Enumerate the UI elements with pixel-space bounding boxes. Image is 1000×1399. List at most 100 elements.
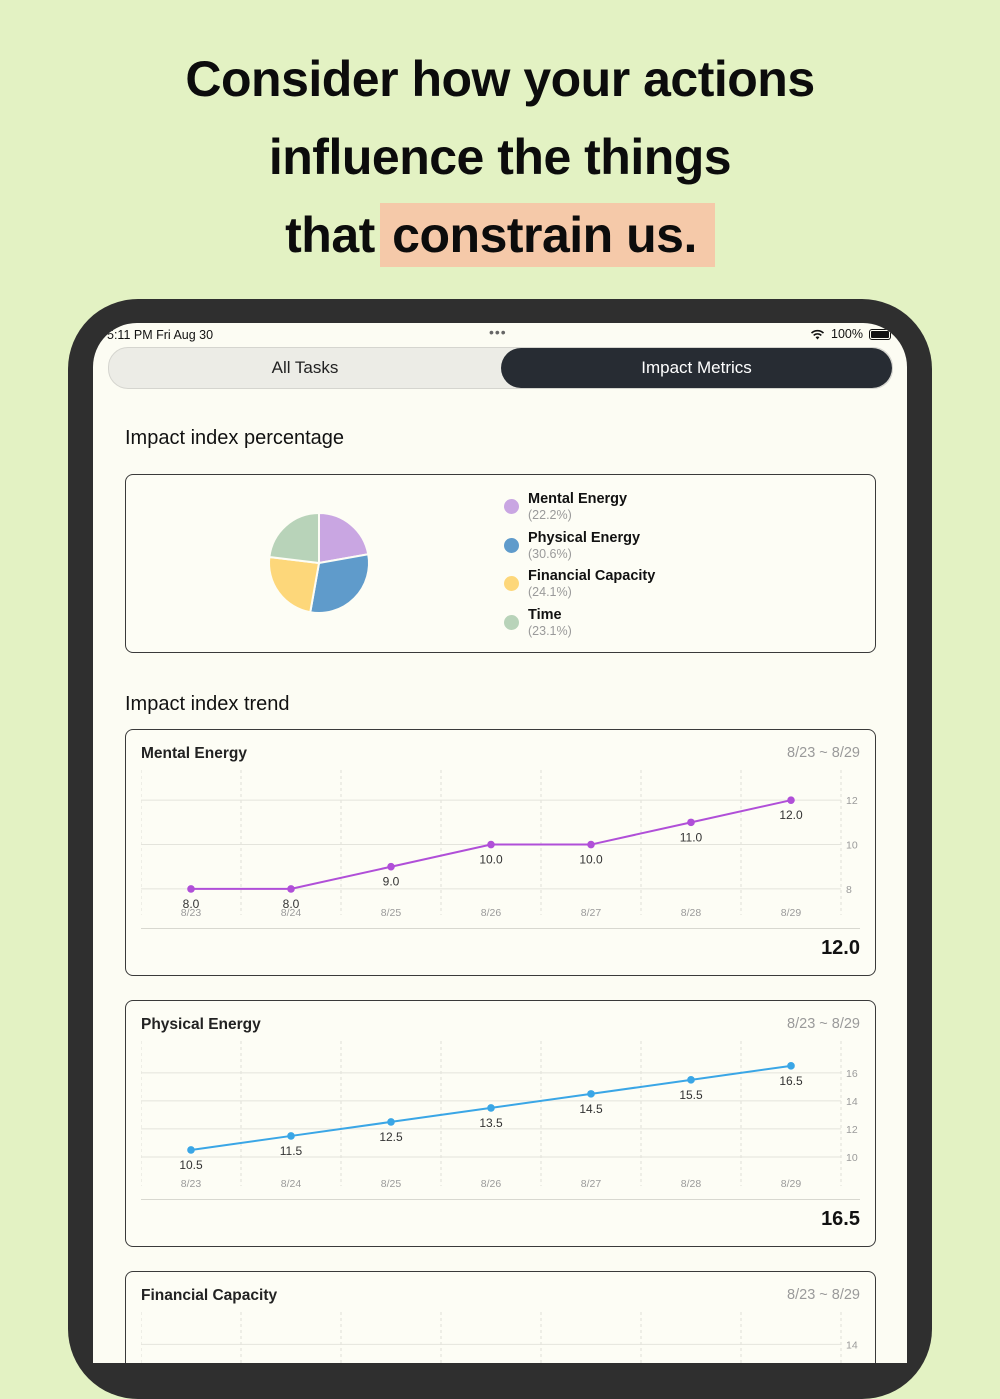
data-point (387, 1118, 395, 1126)
trend-section-title: Impact index trend (125, 693, 290, 715)
trend-card-title: Financial Capacity (141, 1287, 278, 1304)
legend-item-physical-energy: Physical Energy (30.6%) (504, 530, 655, 569)
data-point (487, 840, 495, 849)
data-label: 9.0 (383, 875, 400, 889)
data-label: 10.0 (479, 853, 503, 867)
y-tick-label: 14 (846, 1096, 858, 1108)
legend-dot (504, 615, 519, 631)
legend-name: Time (528, 607, 562, 624)
data-label: 8.0 (183, 897, 200, 911)
app-screen: 5:11 PM Fri Aug 30 ••• 100% All Tasks Im… (93, 323, 907, 1363)
y-tick-label: 14 (846, 1339, 858, 1351)
trend-card-mental-energy[interactable]: Mental Energy 8/23 ~ 8/29 8 10 12 8/23 8/24 8… (125, 729, 876, 976)
data-label: 14.5 (579, 1102, 603, 1116)
trend-card-title: Physical Energy (141, 1016, 261, 1033)
legend-dot (504, 499, 519, 514)
legend-name: Mental Energy (528, 491, 628, 507)
trend-date-range: 8/23 ~ 8/29 (787, 1287, 860, 1303)
pie-slice-mental-energy (318, 511, 370, 565)
data-label: 16.5 (779, 1074, 803, 1088)
data-point (787, 796, 795, 804)
legend-percentage: (23.1%) (528, 624, 572, 639)
trend-divider (141, 1199, 860, 1200)
pie-slice-time (268, 511, 320, 565)
trend-card-title: Mental Energy (141, 745, 247, 762)
x-tick-label: 8/23 (181, 1178, 202, 1190)
data-label: 12.0 (779, 808, 803, 822)
data-label: 12.5 (379, 1130, 403, 1144)
trend-current-value: 16.5 (821, 1208, 860, 1230)
data-label: 15.5 (679, 1088, 703, 1102)
x-tick-label: 8/24 (281, 1178, 302, 1190)
data-label: 11.5 (280, 1144, 303, 1158)
x-tick-label: 8/27 (581, 907, 602, 919)
trend-date-range: 8/23 ~ 8/29 (787, 1016, 860, 1032)
data-point (687, 818, 695, 827)
pie-legend: Mental Energy (22.2%) Physical Energy (3… (504, 491, 655, 646)
y-tick-label: 12 (846, 795, 858, 807)
pie-slice-financial-capacity (268, 555, 321, 614)
data-point (287, 885, 295, 893)
multitasking-dots-icon[interactable]: ••• (489, 324, 507, 340)
legend-item-mental-energy: Mental Energy (22.2%) (504, 491, 655, 530)
data-point (287, 1132, 295, 1140)
legend-percentage: (22.2%) (528, 508, 572, 522)
x-tick-label: 8/28 (681, 1178, 702, 1190)
view-segmented-control: All Tasks Impact Metrics (108, 347, 893, 389)
data-label: 8.0 (283, 897, 300, 911)
headline-highlight: constrain us. (380, 203, 715, 267)
trend-divider (141, 928, 860, 929)
legend-item-financial-capacity: Financial Capacity (24.1%) (504, 568, 655, 607)
pie-slice-physical-energy (309, 553, 370, 614)
percentage-section-title: Impact index percentage (125, 427, 345, 449)
status-bar: 5:11 PM Fri Aug 30 ••• 100% (93, 323, 907, 347)
x-tick-label: 8/29 (781, 907, 802, 919)
line-chart-financial-capacity: 14 (141, 1312, 858, 1363)
trend-card-financial-capacity[interactable]: Financial Capacity 8/23 ~ 8/29 14 (125, 1271, 876, 1363)
x-tick-label: 8/27 (581, 1178, 602, 1190)
trend-current-value: 12.0 (821, 937, 860, 959)
marketing-headline: Consider how your actions influence the … (0, 40, 1000, 274)
data-label: 11.0 (680, 830, 703, 844)
data-point (487, 1104, 495, 1112)
data-point (687, 1076, 695, 1084)
x-tick-label: 8/23 (181, 907, 202, 919)
data-point (587, 1090, 595, 1098)
y-tick-label: 10 (846, 840, 858, 852)
trend-date-range: 8/23 ~ 8/29 (787, 745, 860, 761)
y-tick-label: 16 (846, 1068, 858, 1080)
status-time: 5:11 PM Fri Aug 30 (107, 328, 214, 342)
battery-icon (869, 328, 891, 340)
legend-dot (504, 537, 519, 553)
data-point (787, 1062, 795, 1070)
x-tick-label: 8/25 (381, 907, 402, 919)
wifi-icon (810, 329, 825, 339)
tab-impact-metrics[interactable]: Impact Metrics (501, 348, 892, 388)
x-tick-label: 8/26 (481, 1178, 502, 1190)
x-tick-label: 8/29 (781, 1178, 802, 1190)
x-tick-label: 8/25 (381, 1178, 402, 1190)
status-right: 100% (810, 327, 891, 341)
y-tick-label: 10 (846, 1152, 858, 1164)
data-point (187, 885, 195, 893)
data-point (387, 862, 395, 871)
line-chart-physical-energy: 10 12 14 16 8/23 8/24 8/25 8/26 8/27 8/28 8/29 10.5… (141, 1041, 858, 1190)
headline-line-2: influence the things (268, 129, 732, 185)
x-tick-label: 8/28 (681, 907, 702, 919)
x-tick-label: 8/24 (281, 907, 302, 919)
legend-percentage: (24.1%) (528, 585, 572, 600)
pie-chart (268, 511, 370, 614)
data-label: 10.5 (179, 1158, 203, 1172)
trend-card-physical-energy[interactable]: Physical Energy 8/23 ~ 8/29 10 12 14 16 8/23… (125, 1000, 876, 1247)
data-label: 13.5 (479, 1116, 503, 1130)
headline-line-3-prefix: that (285, 207, 389, 263)
line-chart-mental-energy: 8 10 12 8/23 8/24 8/25 8/26 8/27 8/28 8/29 8.0 8.0 9… (141, 770, 858, 919)
data-point (587, 840, 595, 849)
legend-dot (504, 576, 519, 592)
tab-all-tasks[interactable]: All Tasks (271, 358, 339, 377)
legend-item-time: Time (23.1%) (504, 607, 655, 646)
x-tick-label: 8/26 (481, 907, 502, 919)
battery-percent: 100% (831, 327, 863, 341)
data-label: 10.0 (579, 853, 603, 867)
data-point (187, 1146, 195, 1154)
